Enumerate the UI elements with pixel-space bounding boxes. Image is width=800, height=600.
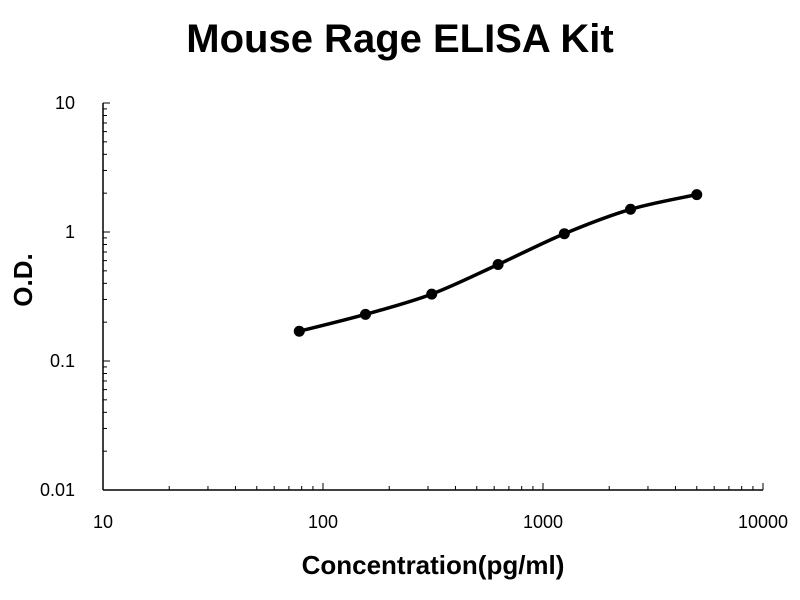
data-point: [625, 203, 637, 215]
axes: 10 100 1000 10000 0.01 0.1 1 10: [40, 93, 788, 532]
y-axis-label: O.D.: [8, 253, 38, 306]
data-point: [426, 288, 438, 300]
y-tick-label: 0.01: [40, 480, 75, 500]
x-tick-label: 10: [93, 512, 113, 532]
y-tick-label: 10: [55, 93, 75, 113]
data-point: [492, 258, 504, 270]
data-point: [293, 325, 305, 337]
chart-title: Mouse Rage ELISA Kit: [186, 17, 613, 61]
data-series: [293, 189, 703, 337]
data-point: [359, 308, 371, 320]
x-tick-label: 100: [308, 512, 338, 532]
x-axis-label: Concentration(pg/ml): [302, 550, 565, 580]
x-tick-label: 1000: [523, 512, 563, 532]
y-tick-label: 0.1: [50, 351, 75, 371]
data-point: [558, 228, 570, 240]
data-point: [691, 189, 703, 201]
y-tick-label: 1: [65, 222, 75, 242]
x-tick-label: 10000: [738, 512, 788, 532]
